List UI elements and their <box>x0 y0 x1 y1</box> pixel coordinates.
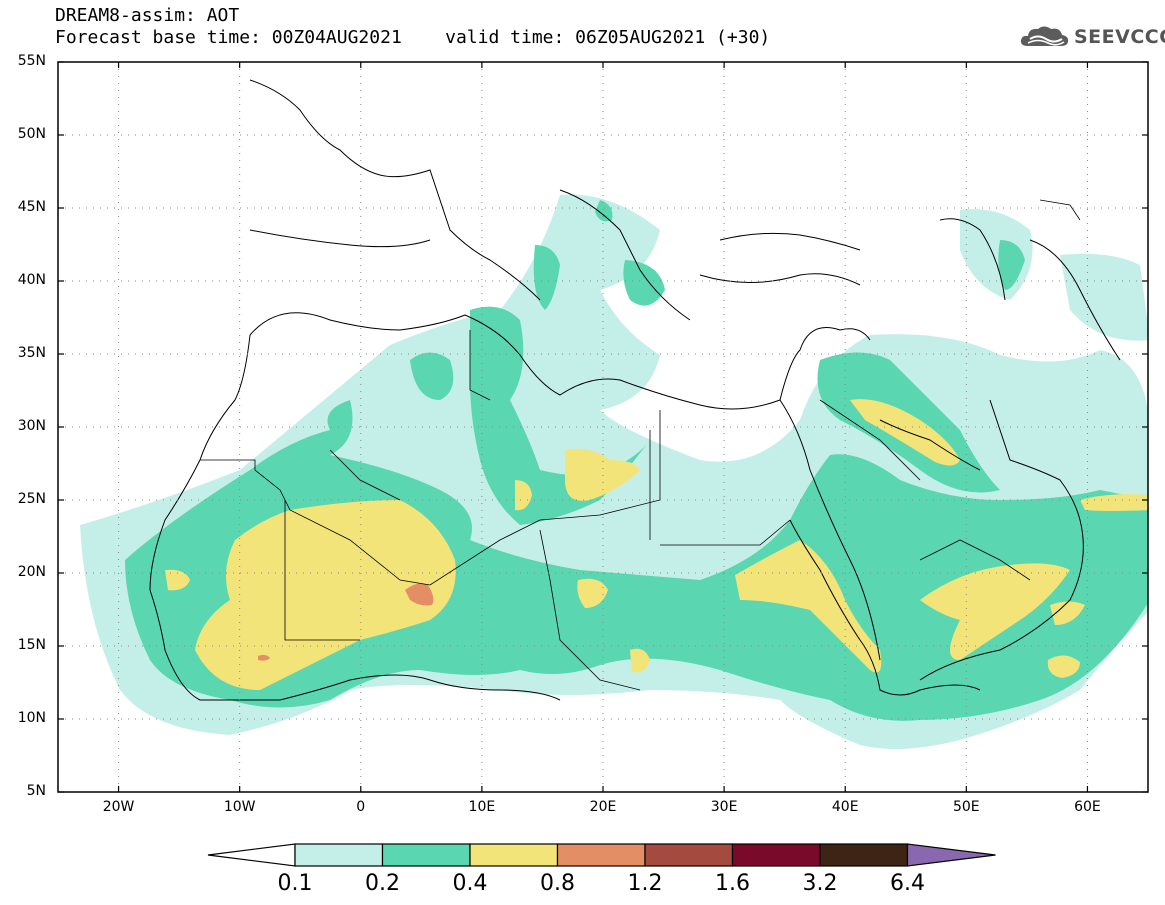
colorbar-segment <box>731 843 821 867</box>
colorbar-segment <box>556 843 646 867</box>
lon-label: 40E <box>831 799 859 815</box>
aot-band-0.4-0.8 <box>165 399 1148 690</box>
logo-text: SEEVCCC <box>1074 26 1165 48</box>
grid-lines <box>58 62 1148 792</box>
aot-field <box>80 194 1148 749</box>
colorbar-label: 0.8 <box>540 871 575 896</box>
lon-label: 10W <box>223 799 256 815</box>
lat-label: 15N <box>17 637 46 653</box>
colorbar-segment-low <box>207 843 296 867</box>
lat-label: 30N <box>17 418 46 434</box>
colorbar-label: 0.4 <box>452 871 488 896</box>
lat-label: 40N <box>17 272 46 288</box>
lon-label: 0 <box>356 799 366 815</box>
map-title: DREAM8-assim: AOT <box>55 5 240 26</box>
colorbar-segment-high <box>906 843 996 867</box>
aot-band-0.8-1.2 <box>258 583 434 661</box>
colorbar <box>207 843 996 867</box>
lat-label: 5N <box>26 783 46 799</box>
colorbar-label: 0.1 <box>277 871 313 896</box>
colorbar-segment <box>819 843 909 867</box>
lon-label: 20W <box>102 799 135 815</box>
colorbar-label: 1.2 <box>627 871 663 896</box>
colorbar-segment <box>381 843 471 867</box>
colorbar-segment <box>469 843 559 867</box>
colorbar-segment <box>644 843 734 867</box>
coastlines <box>149 79 1121 701</box>
lat-label: 35N <box>17 345 46 361</box>
lon-label: 50E <box>952 799 980 815</box>
aot-band-0.2-0.4 <box>125 200 1148 721</box>
seevccc-logo: SEEVCCC <box>1018 24 1165 50</box>
colorbar-segment <box>294 843 384 867</box>
colorbar-label: 1.6 <box>715 871 750 896</box>
country-borders <box>200 199 1081 691</box>
lat-label: 45N <box>17 199 46 215</box>
colorbar-label: 0.2 <box>365 871 400 896</box>
forecast-time-line: Forecast base time: 00Z04AUG2021 valid t… <box>55 27 771 48</box>
lat-label: 50N <box>17 126 46 142</box>
lon-label: 10E <box>468 799 496 815</box>
colorbar-label: 3.2 <box>802 871 838 896</box>
lon-label: 30E <box>710 799 738 815</box>
lat-label: 25N <box>17 491 46 507</box>
lat-label: 55N <box>17 53 46 69</box>
axis-ticks <box>58 61 1148 793</box>
colorbar-label: 6.4 <box>890 871 925 896</box>
cloud-icon <box>1020 26 1069 46</box>
lat-label: 20N <box>17 564 46 580</box>
lon-label: 20E <box>589 799 617 815</box>
lon-label: 60E <box>1074 799 1101 815</box>
lat-label: 10N <box>17 710 46 726</box>
